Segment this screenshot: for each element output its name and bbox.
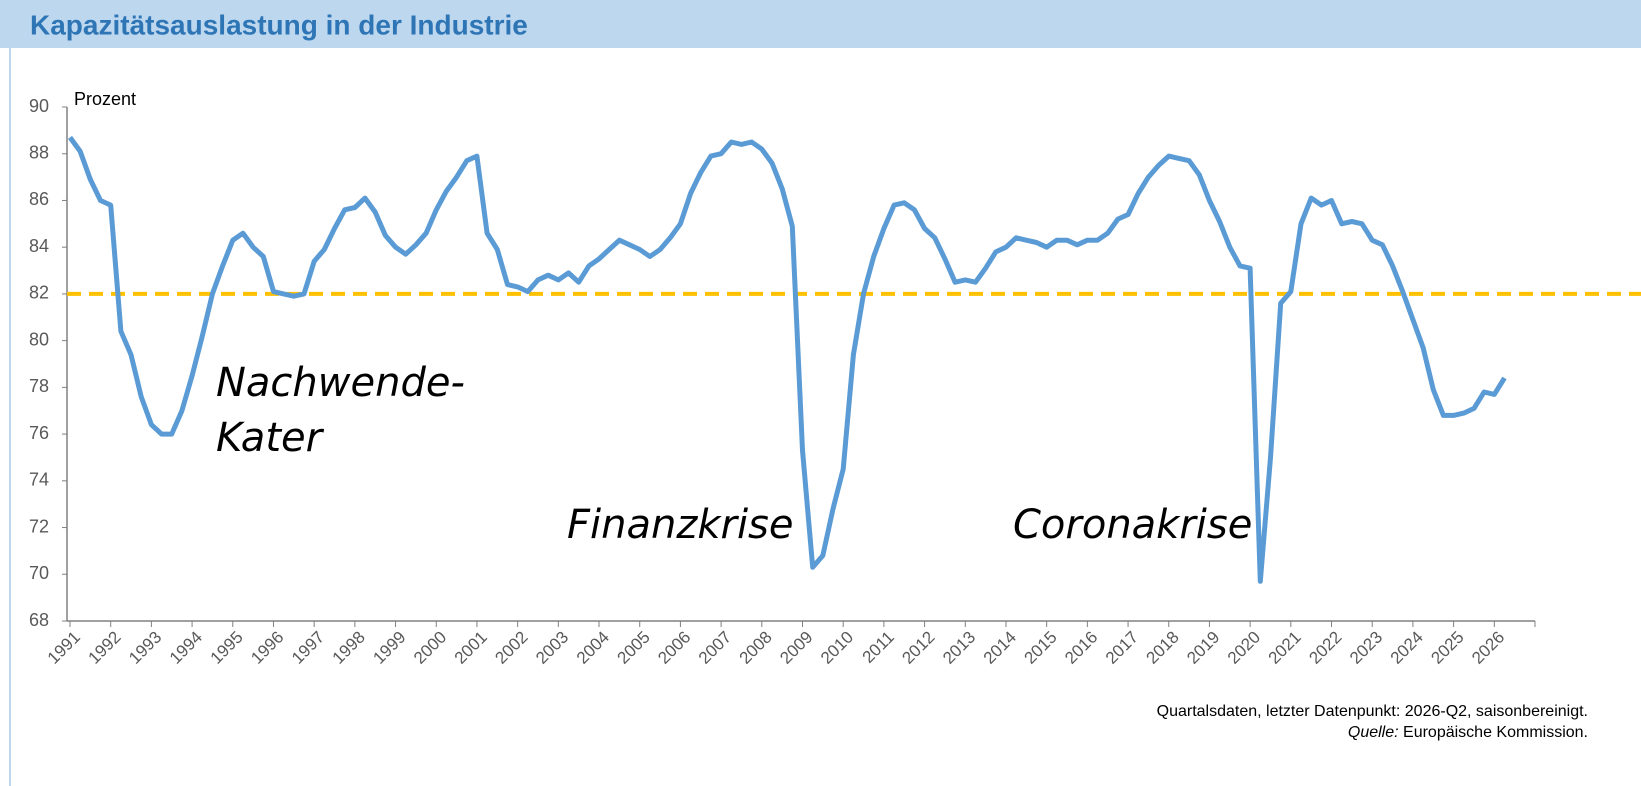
x-tick-label: 1995 xyxy=(207,628,247,668)
x-tick-label: 2021 xyxy=(1265,628,1305,668)
x-tick-label: 2004 xyxy=(573,628,613,668)
chart-title: Kapazitätsauslastung in der Industrie xyxy=(30,9,528,40)
x-tick-label: 1997 xyxy=(288,628,328,668)
y-tick-label: 88 xyxy=(29,142,49,162)
x-tick-label: 2009 xyxy=(776,628,816,668)
footnote: Quartalsdaten, letzter Datenpunkt: 2026-… xyxy=(1157,703,1588,720)
y-axis-label: Prozent xyxy=(74,89,136,109)
x-tick-label: 2018 xyxy=(1143,628,1183,668)
x-tick-label: 2022 xyxy=(1305,628,1345,668)
x-tick-label: 1993 xyxy=(125,628,165,668)
y-tick-label: 78 xyxy=(29,376,49,396)
x-tick-label: 2011 xyxy=(859,628,898,667)
x-tick-label: 2023 xyxy=(1346,628,1386,668)
x-tick-label: 2013 xyxy=(939,628,979,668)
x-tick-label: 2012 xyxy=(898,628,938,668)
y-tick-label: 72 xyxy=(29,516,49,536)
annotation: Kater xyxy=(216,415,325,461)
x-tick-label: 2003 xyxy=(532,628,572,668)
y-tick-label: 80 xyxy=(29,329,49,349)
y-tick-label: 82 xyxy=(29,283,49,303)
source-label: Quelle: xyxy=(1348,724,1399,741)
x-tick-label: 2000 xyxy=(410,628,450,668)
annotation: Finanzkrise xyxy=(567,502,794,548)
x-tick-label: 2014 xyxy=(980,628,1020,668)
source: Europäische Kommission. xyxy=(1403,724,1588,741)
x-tick-label: 2015 xyxy=(1020,628,1060,668)
x-tick-label: 2001 xyxy=(451,628,491,668)
x-tick-label: 1998 xyxy=(329,628,369,668)
x-tick-label: 2025 xyxy=(1427,628,1467,668)
x-tick-label: 2016 xyxy=(1061,628,1101,668)
x-tick-label: 1996 xyxy=(247,628,287,668)
x-tick-label: 2002 xyxy=(491,628,531,668)
x-tick-label: 2019 xyxy=(1183,628,1223,668)
title-bar xyxy=(0,0,1641,48)
x-tick-label: 2006 xyxy=(654,628,694,668)
x-tick-label: 1992 xyxy=(85,628,125,668)
x-tick-label: 2008 xyxy=(736,628,776,668)
x-tick-label: 1991 xyxy=(44,628,84,668)
x-tick-label: 2017 xyxy=(1102,628,1142,668)
data-line xyxy=(67,135,1507,584)
y-tick-label: 86 xyxy=(29,189,49,209)
y-tick-label: 68 xyxy=(29,610,49,630)
x-tick-label: 2020 xyxy=(1224,628,1264,668)
y-tick-label: 70 xyxy=(29,563,49,583)
source-line: Quelle: Europäische Kommission. xyxy=(1348,724,1588,741)
x-tick-label: 2010 xyxy=(817,628,857,668)
y-tick-label: 90 xyxy=(29,96,49,116)
annotation: Nachwende- xyxy=(216,360,465,406)
y-tick-label: 84 xyxy=(29,236,49,256)
x-tick-label: 2007 xyxy=(695,628,735,668)
annotation: Coronakrise xyxy=(1013,502,1252,548)
x-tick-label: 1999 xyxy=(369,628,409,668)
x-tick-label: 1994 xyxy=(166,628,206,668)
y-tick-label: 76 xyxy=(29,423,49,443)
x-tick-label: 2026 xyxy=(1468,628,1508,668)
x-tick-label: 2005 xyxy=(614,628,654,668)
x-tick-label: 2024 xyxy=(1387,628,1427,668)
y-tick-label: 74 xyxy=(29,470,49,490)
